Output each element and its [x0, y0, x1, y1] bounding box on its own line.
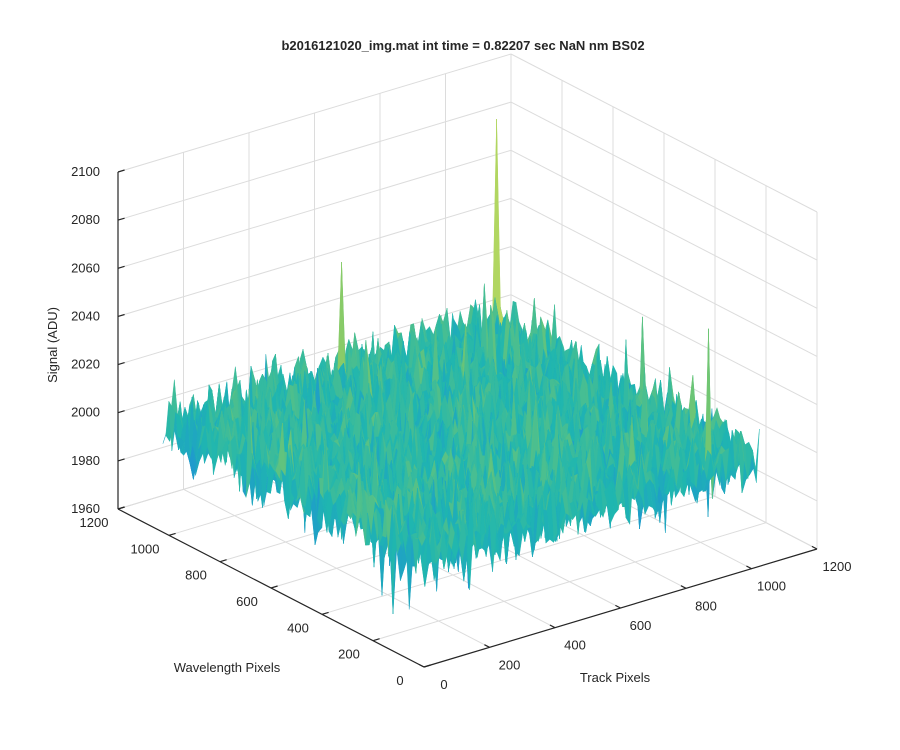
- chart-title: b2016121020_img.mat int time = 0.82207 s…: [281, 38, 644, 53]
- grid-line-y-floor: [372, 522, 767, 642]
- surface-mesh: [162, 119, 760, 615]
